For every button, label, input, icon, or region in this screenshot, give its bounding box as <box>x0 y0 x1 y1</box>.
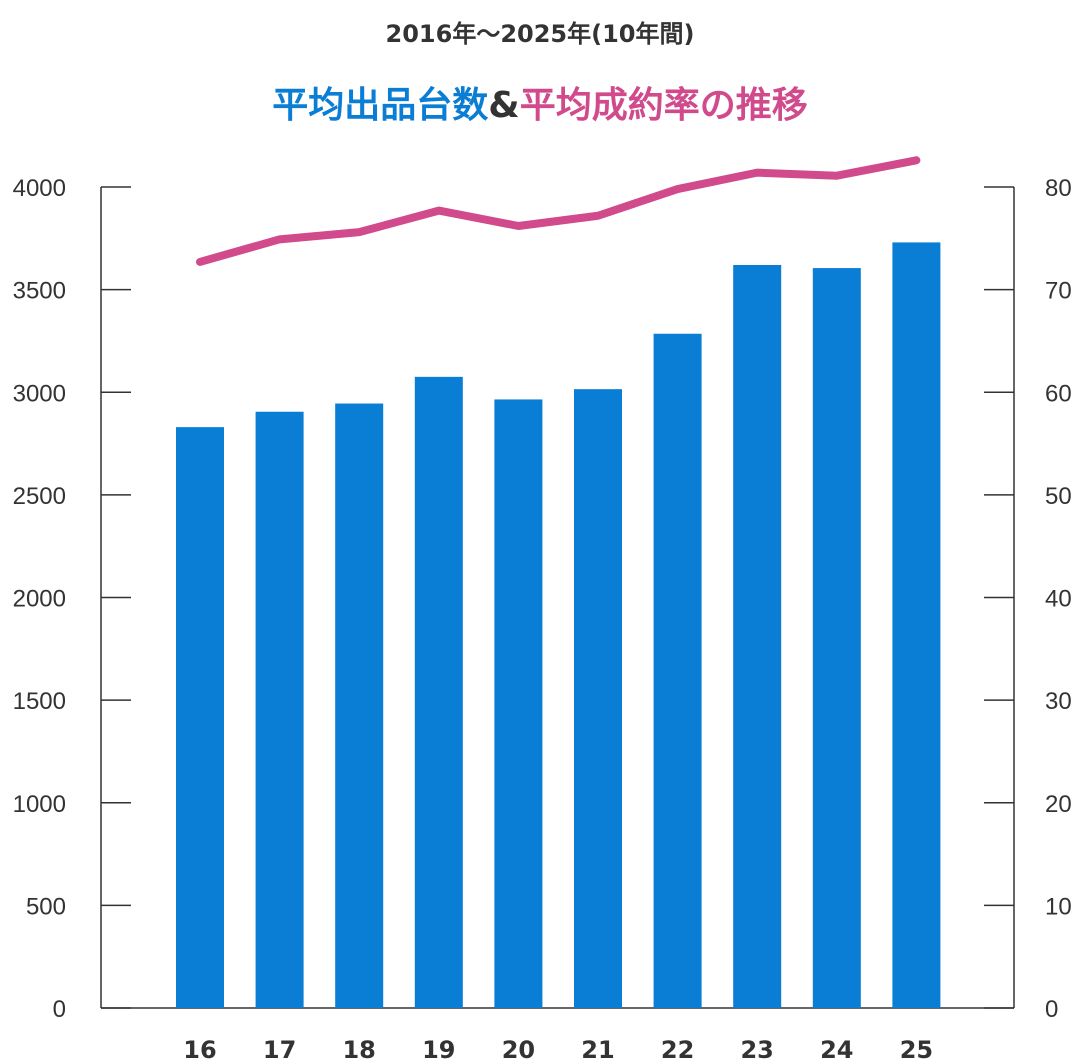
right-tick-label: 80 <box>1045 175 1072 202</box>
bar-25 <box>892 242 941 1009</box>
right-tick-label: 20 <box>1045 791 1072 818</box>
x-tick-label: 17 <box>263 1036 296 1061</box>
title-part-amp: & <box>488 85 520 126</box>
x-tick-label: 21 <box>581 1036 614 1061</box>
left-tick-label: 4000 <box>13 175 66 202</box>
left-tick-label: 2500 <box>13 483 66 510</box>
title-part-bars: 平均出品台数 <box>272 85 489 126</box>
left-tick-label: 3000 <box>13 380 66 407</box>
right-tick-label: 50 <box>1045 483 1072 510</box>
bar-20 <box>494 399 543 1009</box>
left-tick-label: 3500 <box>13 278 66 305</box>
bar-23 <box>733 264 782 1008</box>
x-tick-label: 16 <box>183 1036 216 1061</box>
left-tick-label: 500 <box>26 893 66 920</box>
x-tick-label: 25 <box>900 1036 933 1061</box>
right-tick-label: 0 <box>1045 996 1058 1023</box>
bar-18 <box>335 403 384 1008</box>
conversion-rate-line <box>196 156 921 266</box>
bar-19 <box>414 376 463 1008</box>
right-tick-label: 60 <box>1045 380 1072 407</box>
bar-16 <box>176 427 224 1009</box>
left-tick-label: 0 <box>53 996 66 1023</box>
right-tick-label: 30 <box>1045 688 1072 715</box>
chart-subtitle: 2016年〜2025年(10年間) <box>385 20 695 48</box>
x-tick-label: 24 <box>820 1036 853 1061</box>
right-tick-label: 40 <box>1045 586 1072 613</box>
bar-24 <box>812 268 861 1009</box>
left-tick-label: 1500 <box>13 688 66 715</box>
title-part-line: 平均成約率の推移 <box>519 85 808 126</box>
x-tick-label: 18 <box>342 1036 375 1061</box>
x-tick-label: 23 <box>740 1036 773 1061</box>
bar-22 <box>653 333 702 1008</box>
right-tick-label: 70 <box>1045 278 1072 305</box>
x-tick-label: 20 <box>502 1036 535 1061</box>
x-tick-label: 22 <box>661 1036 694 1061</box>
chart-title: 平均出品台数&平均成約率の推移 <box>0 76 1080 128</box>
left-tick-label: 1000 <box>13 791 66 818</box>
left-tick-label: 2000 <box>13 586 66 613</box>
x-tick-label: 19 <box>422 1036 455 1061</box>
bar-21 <box>574 389 622 1008</box>
right-tick-label: 10 <box>1045 893 1072 920</box>
bar-17 <box>255 411 304 1008</box>
